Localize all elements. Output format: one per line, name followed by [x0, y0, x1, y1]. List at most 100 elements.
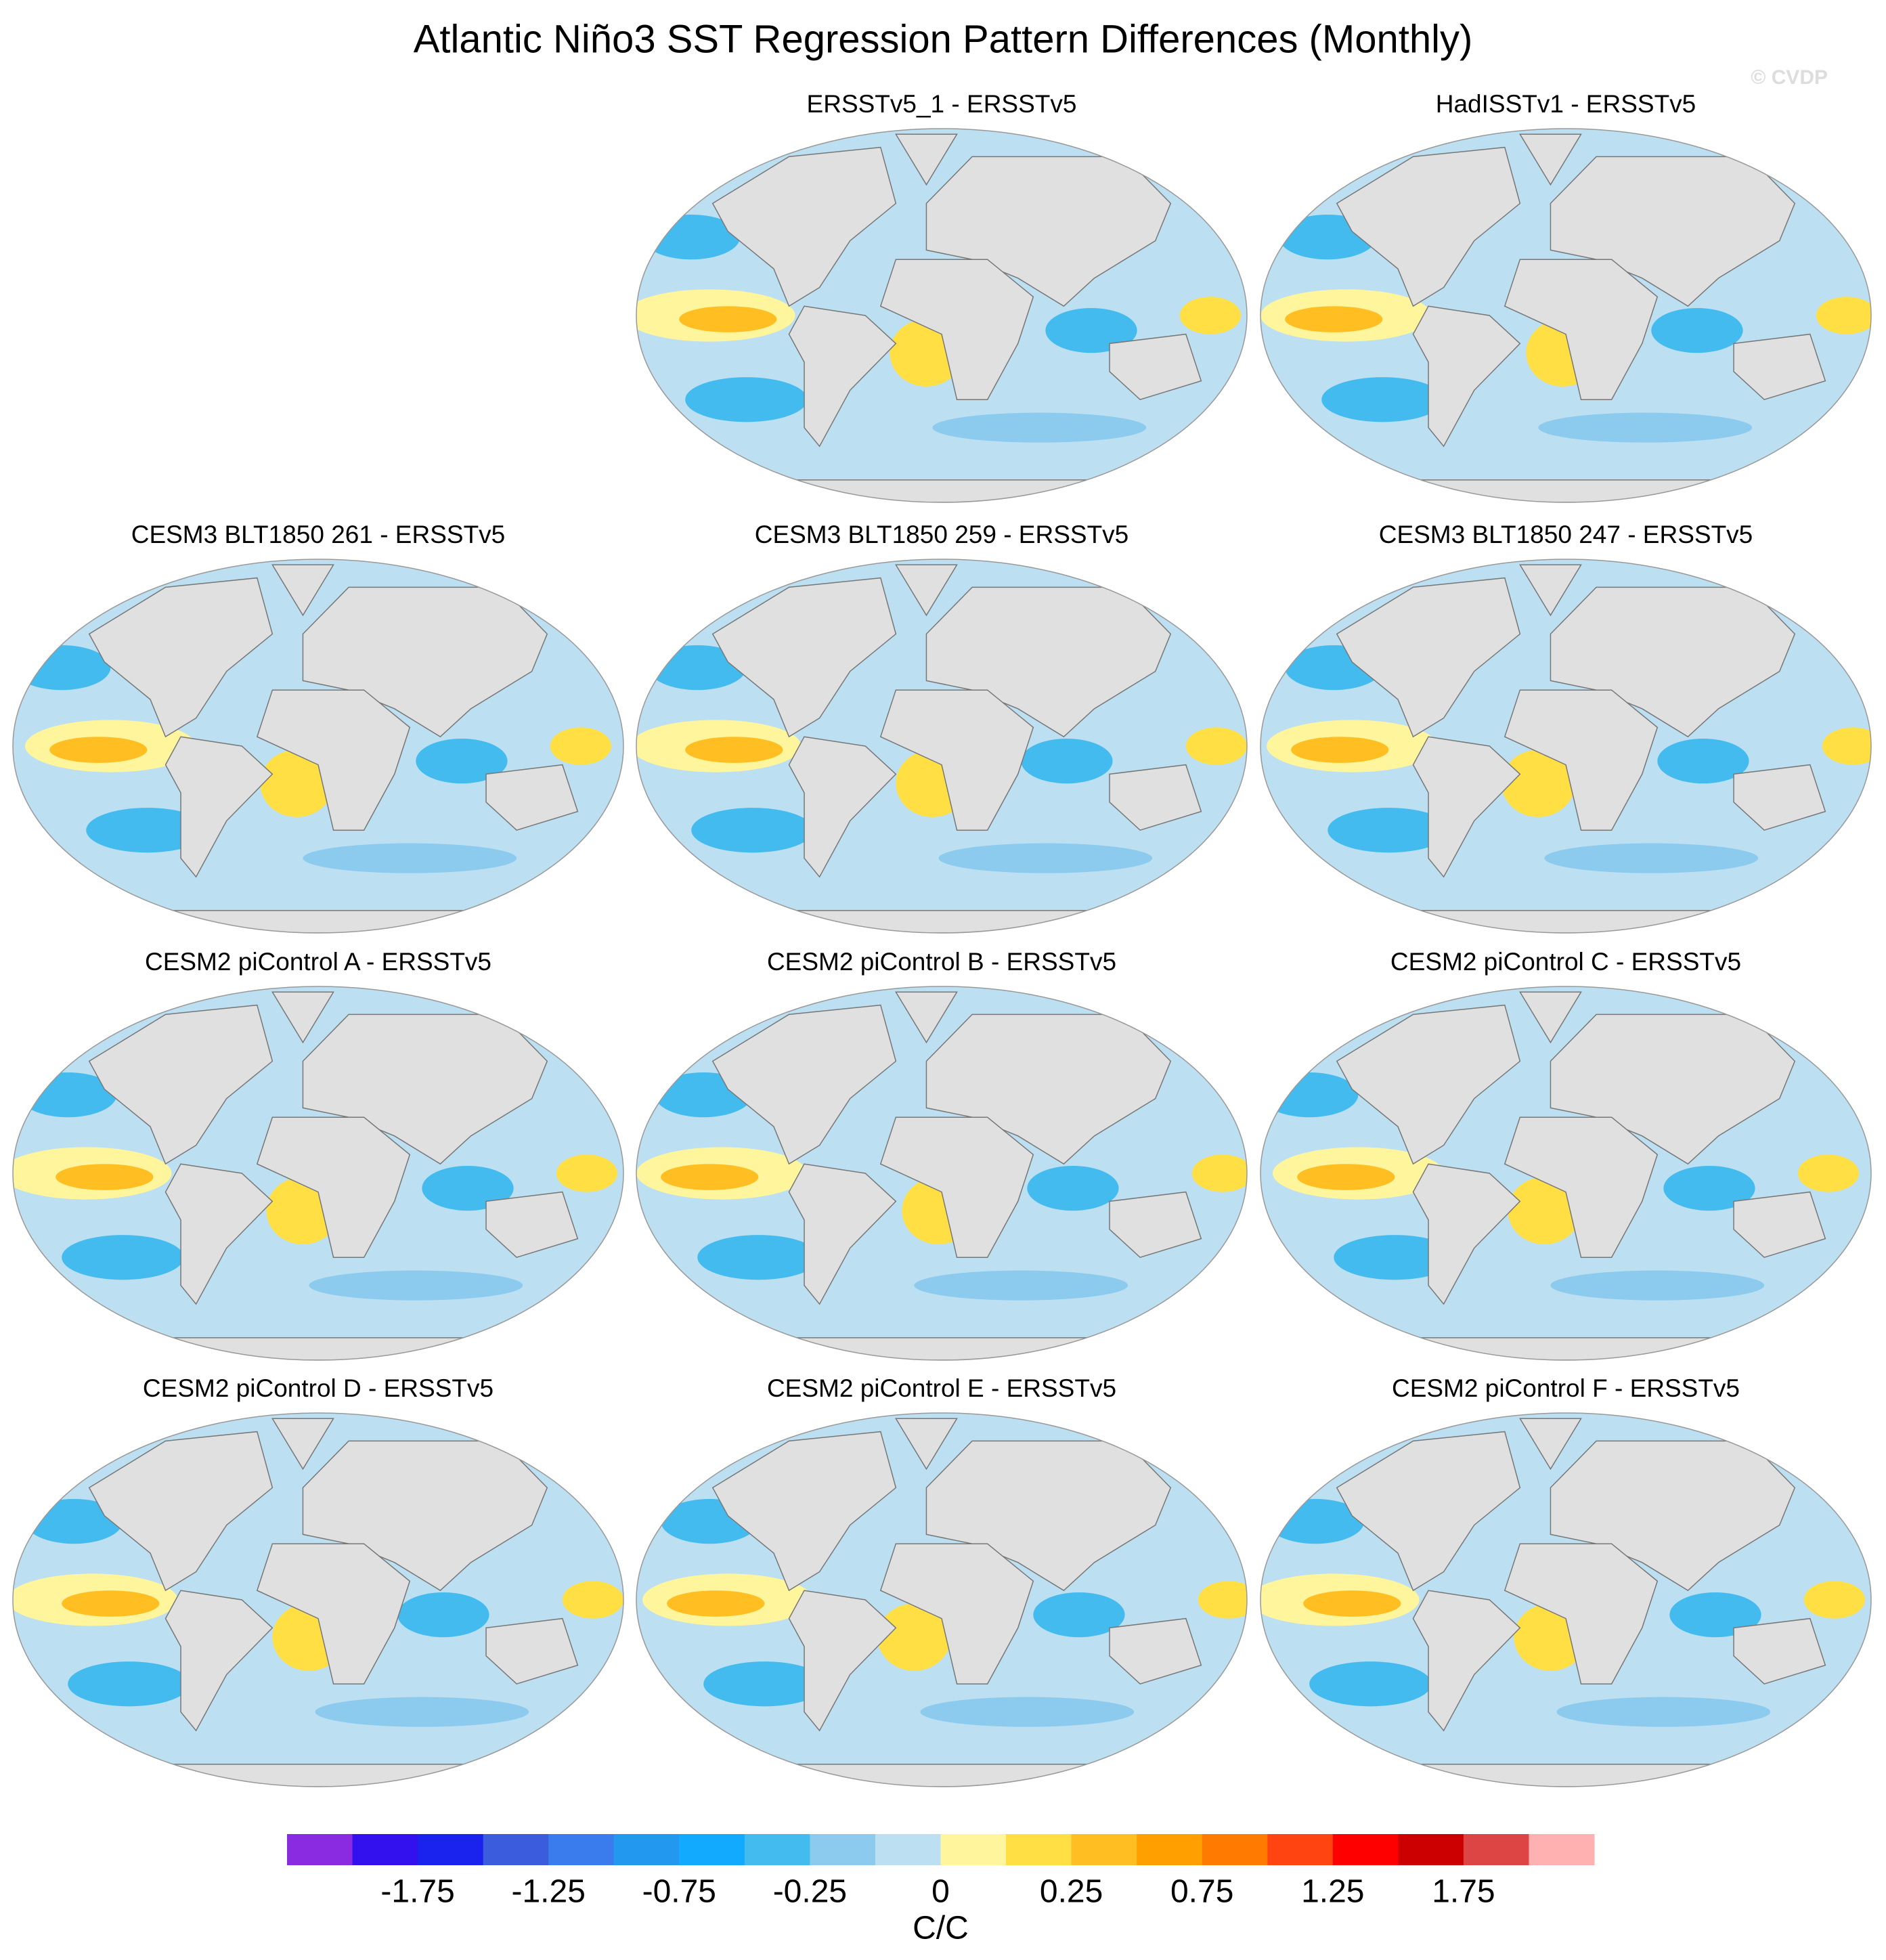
map-body [636, 986, 1247, 1360]
map-panel: CESM2 piControl D - ERSSTv5 [12, 1374, 624, 1787]
land [88, 577, 273, 738]
land [1504, 259, 1659, 400]
land [1733, 1617, 1826, 1685]
land [895, 133, 958, 186]
land [636, 910, 1247, 933]
anomaly-region [556, 1154, 617, 1192]
figure-title: Atlantic Niño3 SST Regression Pattern Di… [414, 17, 1473, 61]
anomaly-region [397, 1592, 489, 1638]
anomaly-region [679, 306, 777, 332]
anomaly-region [1556, 1697, 1771, 1727]
land [895, 1418, 958, 1471]
land [302, 586, 548, 738]
map-border [12, 986, 624, 1361]
land [13, 910, 623, 933]
land [1336, 1004, 1521, 1165]
land [711, 146, 897, 307]
colorbar-tick-label: 0 [931, 1874, 950, 1910]
land [256, 1543, 411, 1684]
land [1550, 1014, 1796, 1165]
land [485, 1617, 579, 1685]
land [879, 1543, 1034, 1684]
anomaly-region [1508, 1177, 1581, 1244]
map-panel: CESM3 BLT1850 261 - ERSSTv5 [12, 521, 624, 934]
anomaly-region [703, 1661, 826, 1707]
map-panel: CESM2 piControl A - ERSSTv5 [12, 948, 624, 1361]
colorbar-box [744, 1834, 810, 1865]
colorbar-tick-label: -0.75 [642, 1874, 716, 1910]
land [925, 1014, 1172, 1165]
land [271, 991, 334, 1044]
anomaly-region [1334, 1235, 1456, 1280]
colorbar-tick-label: 1.75 [1432, 1874, 1495, 1910]
anomaly-region [315, 1697, 529, 1727]
land [1519, 1418, 1582, 1471]
map-body [1260, 559, 1871, 933]
land [1550, 1440, 1796, 1592]
land [1519, 991, 1582, 1044]
land [13, 1337, 623, 1360]
anomaly-region [56, 1164, 154, 1190]
anomaly-region [685, 737, 783, 763]
anomaly-region [550, 727, 611, 765]
colorbar-box [287, 1834, 353, 1865]
map-panel: HadISSTv1 - ERSSTv5 [1260, 90, 1872, 503]
land [88, 1004, 273, 1165]
land [256, 1116, 411, 1258]
watermark: © CVDP [1751, 66, 1828, 89]
panel-title: HadISSTv1 - ERSSTv5 [1436, 90, 1696, 118]
anomaly-region [691, 808, 814, 853]
map-border [1260, 1412, 1872, 1787]
anomaly-region [62, 1590, 160, 1617]
anomaly-region [1669, 1592, 1761, 1638]
land [879, 1116, 1034, 1258]
colorbar-box [940, 1834, 1007, 1865]
anomaly-region [1021, 738, 1113, 784]
land [1336, 146, 1521, 307]
anomaly-region [422, 1165, 514, 1211]
panel-title: CESM2 piControl F - ERSSTv5 [1392, 1374, 1740, 1402]
land [879, 689, 1034, 831]
land [925, 1440, 1172, 1592]
land [302, 1440, 548, 1592]
anomaly-region [562, 1581, 623, 1619]
land [1109, 1617, 1202, 1685]
map-panel: CESM2 piControl C - ERSSTv5 [1260, 948, 1872, 1361]
land [1504, 689, 1659, 831]
land [302, 1014, 548, 1165]
land [256, 689, 411, 831]
colorbar-box [1463, 1834, 1529, 1865]
land [636, 1764, 1247, 1787]
colorbar-box [352, 1834, 418, 1865]
anomaly-region [1033, 1592, 1125, 1638]
colorbar-box [548, 1834, 615, 1865]
land [895, 564, 958, 617]
land [1260, 479, 1871, 502]
anomaly-region [1297, 1164, 1395, 1190]
land [1550, 586, 1796, 738]
land [1412, 736, 1521, 878]
anomaly-region [1501, 749, 1575, 817]
panel-title: CESM2 piControl C - ERSSTv5 [1390, 948, 1741, 976]
anomaly-region [62, 1235, 184, 1280]
land [165, 1590, 273, 1732]
colorbar-box [418, 1834, 484, 1865]
land [271, 1418, 334, 1471]
anomaly-region [1291, 737, 1389, 763]
anomaly-region [86, 808, 209, 853]
land [788, 1163, 897, 1305]
anomaly-region [1285, 306, 1383, 332]
map-body [636, 1413, 1247, 1787]
land [711, 1004, 897, 1165]
colorbar-tick-label: 0.25 [1040, 1874, 1103, 1910]
map-panel: CESM2 piControl F - ERSSTv5 [1260, 1374, 1872, 1787]
anomaly-region [661, 1164, 759, 1190]
anomaly-region [667, 1590, 765, 1617]
colorbar-box [679, 1834, 745, 1865]
anomaly-region [49, 737, 148, 763]
anomaly-region [1797, 1154, 1859, 1192]
anomaly-region [260, 749, 334, 817]
anomaly-region [68, 1661, 190, 1707]
anomaly-region [1328, 808, 1450, 853]
